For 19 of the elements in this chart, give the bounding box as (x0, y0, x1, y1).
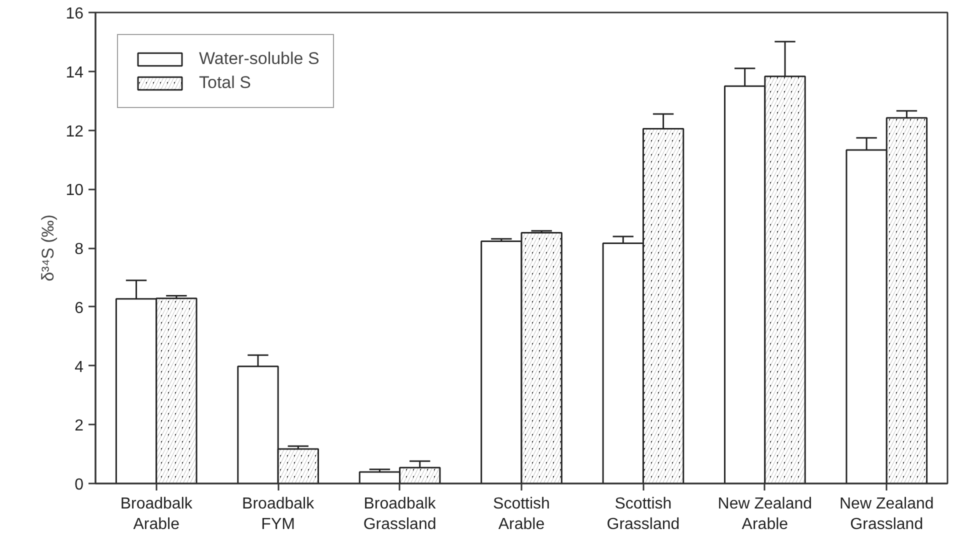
y-tick-label: 0 (74, 476, 84, 494)
x-tick-label: Broadbalk Arable (120, 496, 194, 533)
y-tick-label: 10 (66, 182, 84, 200)
legend-label: Total S (199, 73, 251, 93)
y-tick-label: 14 (66, 64, 84, 82)
x-tick-label: New Zealand Grassland (840, 496, 934, 533)
y-tick-label: 16 (66, 6, 84, 22)
legend-label: Water-soluble S (199, 49, 320, 69)
y-tick-label: 8 (74, 241, 84, 258)
x-tick-label: Broadbalk FYM (242, 496, 316, 533)
y-tick-label: 2 (74, 418, 84, 435)
x-tick-label: Scottish Arable (493, 496, 550, 533)
y-tick-label: 12 (66, 123, 84, 140)
x-tick-label: Scottish Grassland (606, 496, 680, 533)
y-tick-label: 6 (74, 300, 84, 317)
x-tick-label: Broadbalk Grassland (363, 496, 437, 533)
x-tick-label: New Zealand Arable (718, 496, 812, 533)
y-axis-title: δ³⁴S (‰) (38, 214, 58, 282)
y-tick-label: 4 (74, 358, 84, 376)
